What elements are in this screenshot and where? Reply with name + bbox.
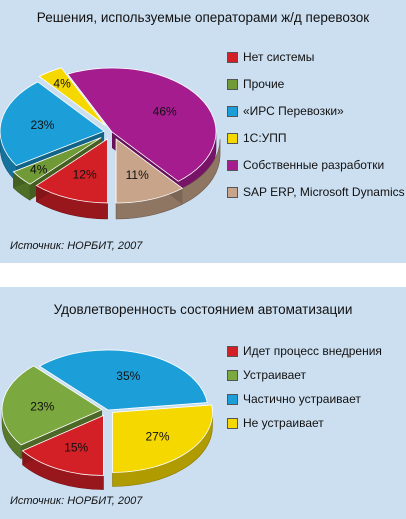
legend-label: SAP ERP, Microsoft Dynamics [243,185,405,199]
pie-slice-нет-системы [35,138,108,204]
legend-swatch [227,106,238,117]
legend-swatch [227,79,238,90]
legend-swatch [227,418,238,429]
data-label-собственные-разработки: 46% [153,104,177,118]
legend-label: 1С:УПП [243,131,287,145]
data-label-ирс-перевозки: 23% [30,118,54,132]
legend-item-устраивает: Устраивает [227,368,382,382]
data-label-не-устраивает: 27% [145,429,169,443]
chart-title: Удовлетворенность состоянием автоматизац… [53,302,353,317]
legend: Идет процесс внедрения Устраивает Частично… [227,344,382,440]
pie-slice-1с-упп [38,67,106,127]
pie-slice-идет-процесс-внедрения [21,414,104,476]
legend: Нет системы Прочие «ИРС Перевозки» 1С:УПП Со… [227,50,405,212]
source-note: Источник: НОРБИТ, 2007 [10,240,143,252]
legend-swatch [227,187,238,198]
legend-item-1с-упп: 1С:УПП [227,131,405,145]
legend-item-не-устраивает: Не устраивает [227,416,382,430]
pie-slice-side-sap-erp-microsoft-dynamics [115,138,221,220]
data-label-прочие: 4% [30,162,48,176]
legend-label: Идет процесс внедрения [243,344,382,358]
pie-slice-не-устраивает [112,404,213,473]
legend-swatch [227,52,238,63]
chart-panel-satisfaction: Удовлетворенность состоянием автоматизац… [0,287,406,519]
pie-slice-устраивает [1,365,103,446]
data-label-нет-системы: 12% [73,168,97,182]
data-label-идет-процесс-внедрения: 15% [64,441,88,455]
legend-swatch [227,160,238,171]
pie-slice-ирс-перевозки [0,81,105,166]
legend-label: Частично устраивает [243,392,361,406]
data-label-1с-упп: 4% [53,77,71,91]
legend-item-ирс-перевозки: «ИРС Перевозки» [227,104,405,118]
legend-label: «ИРС Перевозки» [243,104,344,118]
legend-label: Не устраивает [243,416,324,430]
pie-slice-частично-устраивает [38,349,208,411]
chart-title: Решения, используемые операторами ж/д пе… [36,10,370,25]
legend-swatch [227,133,238,144]
pie-slice-прочие [12,137,102,185]
chart-panel-solutions: Решения, используемые операторами ж/д пе… [0,0,406,263]
legend-label: Устраивает [243,368,307,382]
legend-swatch [227,370,238,381]
pie-chart-solutions: 12% 4% 23% 4% 46% 11% [0,67,221,220]
legend-item-нет-системы: Нет системы [227,50,405,64]
legend-item-sap-erp-microsoft-dynamics: SAP ERP, Microsoft Dynamics [227,185,405,199]
pie-slice-собственные-разработки [67,67,217,182]
data-label-устраивает: 23% [30,399,54,413]
legend-swatch [227,346,238,357]
legend-item-собственные-разработки: Собственные разработки [227,158,405,172]
data-label-частично-устраивает: 35% [116,369,140,383]
data-label-sap-erp-microsoft-dynamics: 11% [126,168,149,182]
legend-label: Собственные разработки [243,158,385,172]
source-note: Источник: НОРБИТ, 2007 [10,495,143,507]
legend-item-частично-устраивает: Частично устраивает [227,392,382,406]
pie-chart-satisfaction: 15% 23% 35% 27% [1,349,213,490]
legend-item-прочие: Прочие [227,77,405,91]
legend-label: Прочие [243,77,285,91]
pie-slice-sap-erp-microsoft-dynamics [115,138,184,204]
legend-item-идет-процесс-внедрения: Идет процесс внедрения [227,344,382,358]
legend-label: Нет системы [243,50,315,64]
legend-swatch [227,394,238,405]
